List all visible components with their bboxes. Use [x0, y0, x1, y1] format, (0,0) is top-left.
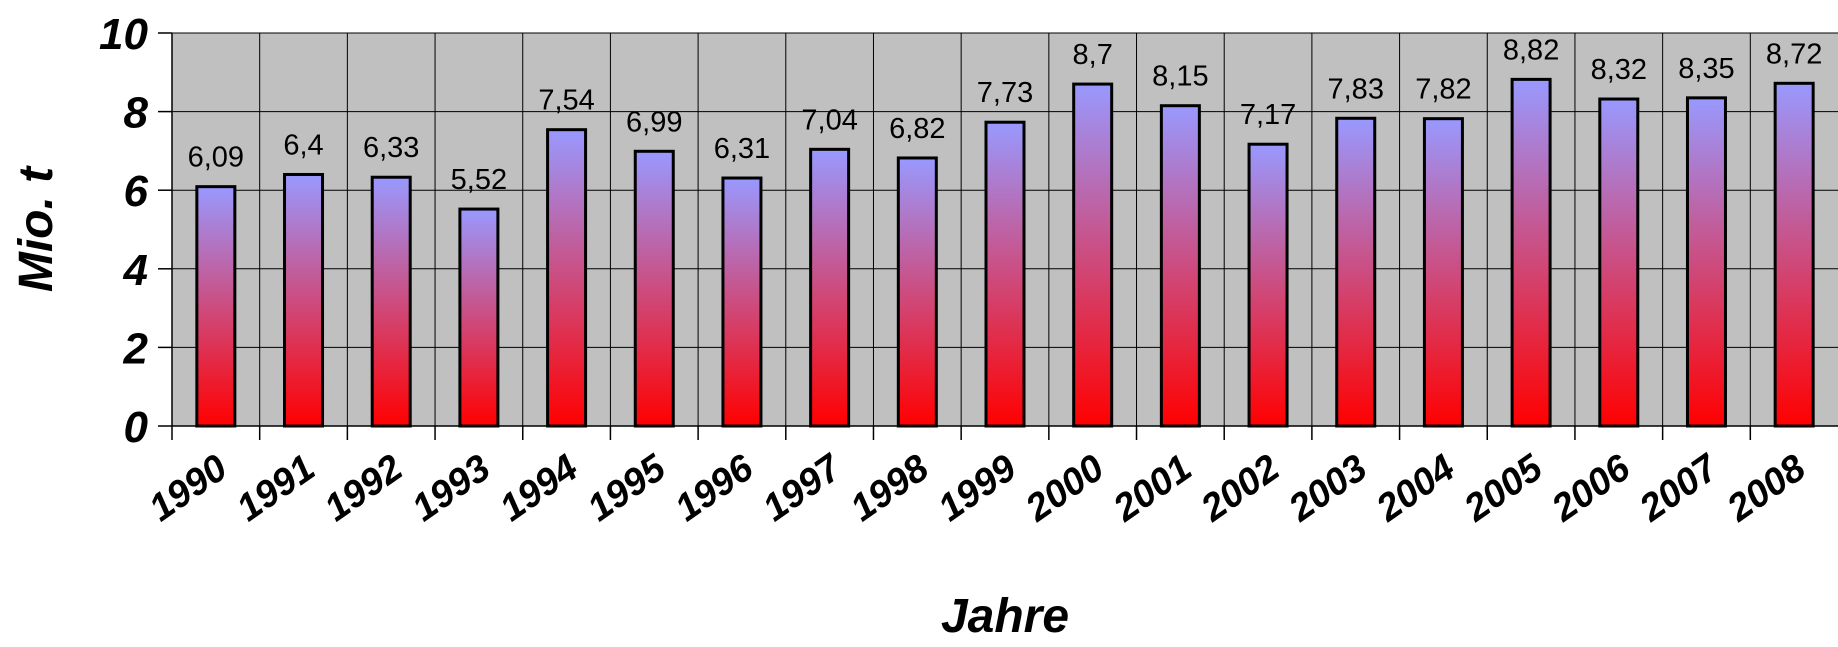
data-label: 8,7	[1073, 39, 1113, 71]
x-tick-label: 2008	[1719, 446, 1814, 530]
x-tick-label: 1998	[843, 446, 937, 529]
data-label: 6,4	[283, 129, 323, 161]
x-tick-label: 2003	[1281, 447, 1375, 530]
bar	[1247, 142, 1289, 428]
bar	[896, 156, 938, 428]
bars	[195, 77, 1815, 428]
bar	[195, 185, 237, 428]
data-label: 7,17	[1240, 99, 1296, 131]
bar	[283, 172, 325, 428]
x-tick-label: 1990	[142, 447, 235, 530]
y-tick-label: 6	[124, 167, 149, 216]
x-tick-label: 2001	[1105, 447, 1199, 530]
data-label: 7,82	[1415, 74, 1471, 106]
y-tick-label: 8	[124, 89, 149, 138]
data-label: 6,33	[363, 132, 419, 164]
x-tick-label: 1996	[668, 446, 762, 529]
y-axis-title: Mio. t	[10, 165, 63, 292]
data-label: 7,73	[977, 77, 1033, 109]
bar	[633, 149, 675, 428]
data-label: 7,54	[538, 85, 594, 117]
x-tick-label: 2005	[1456, 446, 1551, 530]
bar	[721, 176, 763, 428]
bar	[458, 207, 500, 428]
bar	[1422, 117, 1464, 428]
y-tick-label: 2	[123, 324, 149, 373]
bar	[1773, 81, 1815, 428]
data-label: 8,32	[1591, 54, 1647, 86]
x-tick-label: 2006	[1544, 446, 1639, 530]
data-label: 6,31	[714, 133, 770, 165]
x-tick-label: 1995	[580, 446, 674, 529]
data-label: 8,15	[1152, 61, 1208, 93]
bar	[984, 120, 1026, 428]
bar	[1510, 77, 1552, 428]
data-label: 8,35	[1678, 53, 1734, 85]
x-tick-label: 2000	[1018, 447, 1112, 530]
data-label: 7,83	[1328, 73, 1384, 105]
data-label: 5,52	[451, 164, 507, 196]
x-tick-label: 1992	[317, 447, 410, 530]
bar	[1159, 104, 1201, 428]
data-label: 6,09	[188, 142, 244, 174]
bar	[1072, 82, 1114, 428]
bar	[809, 147, 851, 428]
data-label: 6,82	[889, 113, 945, 145]
x-tick-label: 1994	[492, 447, 585, 530]
data-label: 8,82	[1503, 34, 1559, 66]
x-axis-title: Jahre	[941, 590, 1069, 643]
x-tick-label: 2002	[1193, 447, 1287, 530]
y-tick-label: 4	[123, 246, 148, 295]
axes	[158, 32, 1838, 440]
y-tick-label: 0	[124, 403, 149, 452]
x-tick-label: 1999	[931, 447, 1024, 530]
x-tick-label: 2004	[1368, 447, 1462, 530]
bar	[546, 128, 588, 428]
data-label: 7,04	[801, 104, 857, 136]
x-tick-label: 2007	[1631, 446, 1727, 531]
data-label: 6,99	[626, 106, 682, 138]
bar	[370, 175, 412, 428]
y-tick-label: 10	[99, 10, 148, 59]
bar	[1335, 116, 1377, 428]
x-tick-label: 1993	[405, 447, 498, 530]
bar	[1685, 96, 1727, 428]
bar	[1598, 97, 1640, 428]
x-tick-label: 1991	[229, 447, 322, 530]
data-label: 8,72	[1766, 38, 1822, 70]
x-tick-label: 1997	[755, 446, 850, 530]
